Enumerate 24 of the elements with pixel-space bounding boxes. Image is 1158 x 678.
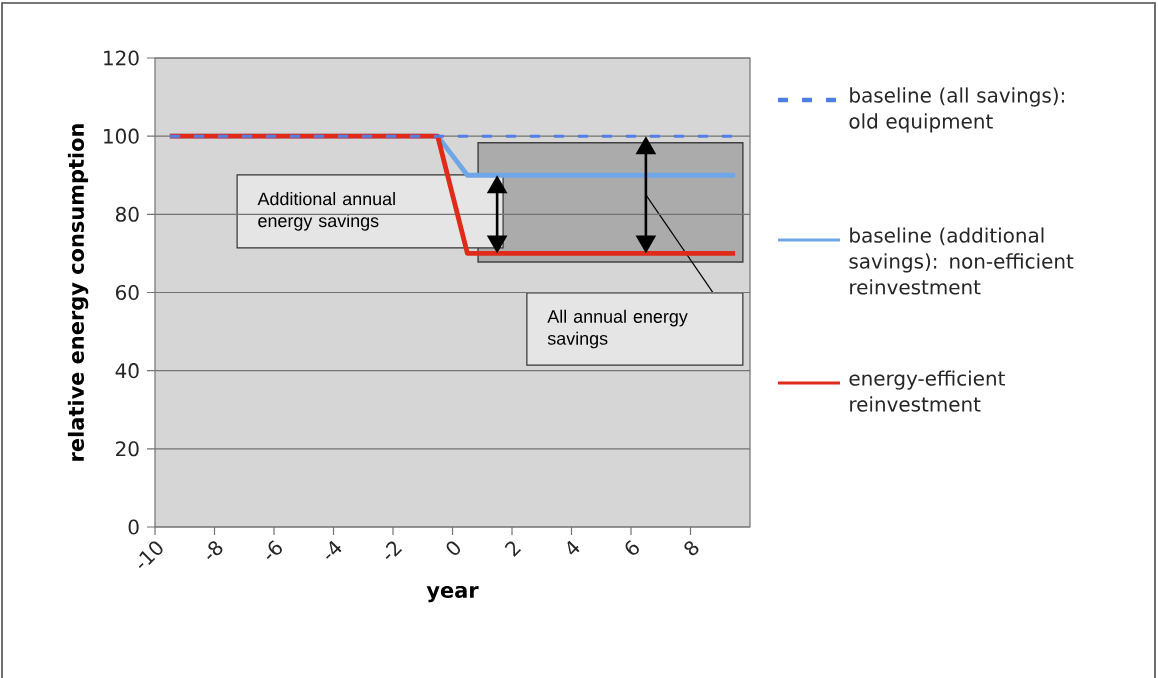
y-tick-label: 100 — [104, 128, 139, 144]
y-tick-label: 80 — [115, 206, 139, 222]
y-tick-label: 0 — [128, 519, 139, 535]
y-tick-label: 60 — [116, 284, 139, 301]
x-tick-label: 4 — [567, 540, 580, 555]
x-tick-label: -6 — [266, 540, 282, 559]
x-tick-label: 6 — [625, 540, 639, 555]
x-tick-label: 8 — [684, 541, 699, 556]
legend-label: baseline (all savings): old equipment — [849, 87, 1064, 133]
y-axis-title: relative energy consumption — [67, 124, 89, 461]
y-tick-label: 120 — [104, 50, 139, 66]
annotation: All annual energy savings — [547, 309, 688, 349]
x-tick-label: 2 — [504, 541, 522, 557]
x-tick-label: 0 — [446, 541, 461, 555]
x-axis-title: year — [426, 585, 479, 603]
x-tick-label: -10 — [138, 541, 163, 568]
y-tick-label: 20 — [116, 441, 139, 457]
x-tick-label: -2 — [385, 541, 403, 559]
y-tick-label: 40 — [115, 363, 139, 379]
legend-label: baseline (additional savings): non-efficient reinvestment — [849, 227, 1074, 295]
legend-label: energy-efficient reinvestment — [849, 370, 1005, 412]
x-tick-label: -4 — [326, 540, 342, 559]
x-tick-label: -8 — [207, 541, 223, 559]
annotation: Additional annual energy savings — [257, 192, 395, 231]
